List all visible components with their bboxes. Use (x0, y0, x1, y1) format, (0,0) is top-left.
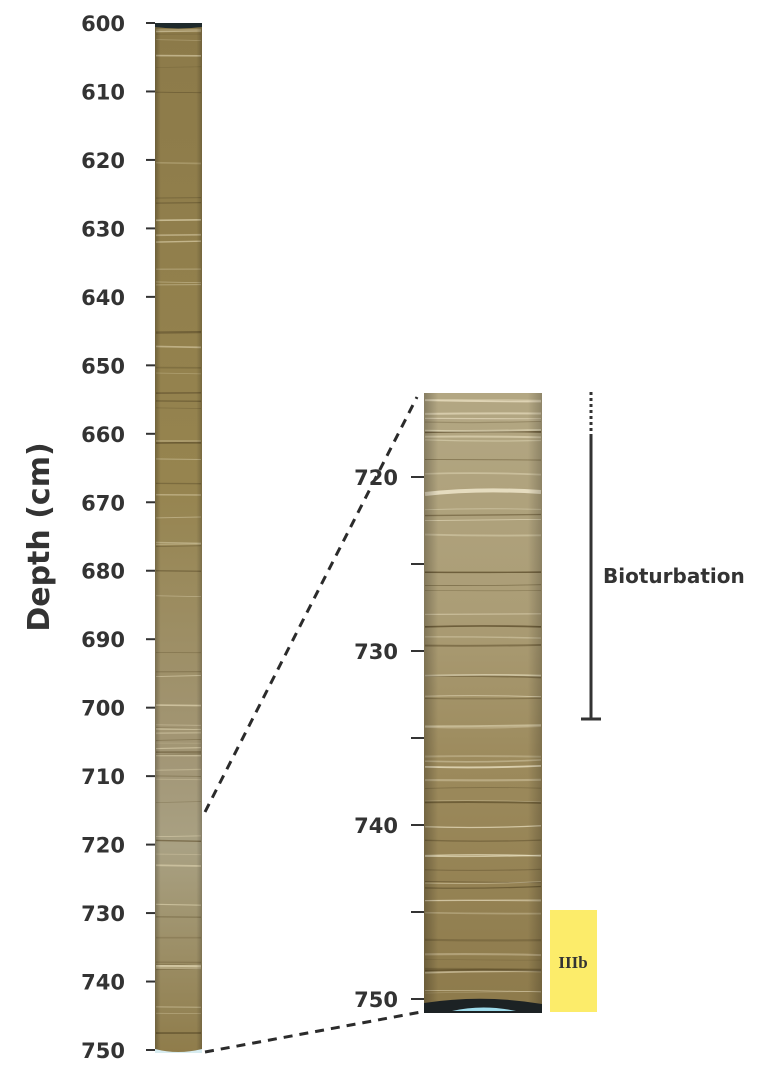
zoom-core-bottom-water (452, 1007, 516, 1011)
full-core-tick-label: 640 (81, 286, 125, 310)
full-core-tick-label: 740 (81, 971, 125, 995)
full-core-tick-label: 660 (81, 423, 125, 447)
full-core: 600 610 620 630 640 650 660 670 680 690 700 710 720 7… (81, 12, 202, 1063)
full-core-tick-label: 670 (81, 491, 125, 515)
zoom-core-bottom-cap (424, 998, 542, 1013)
connector-line-bottom (204, 1010, 422, 1054)
full-core-tick-label: 650 (81, 354, 125, 378)
zoom-core-tick-label: 740 (354, 814, 398, 838)
full-core-tick-label: 700 (81, 697, 125, 721)
bioturbation-label: Bioturbation (603, 564, 745, 588)
full-core-tick-label: 620 (81, 149, 125, 173)
axis-title: Depth (cm) (22, 442, 57, 631)
full-core-tick-label: 610 (81, 80, 125, 104)
full-core-tick-label: 710 (81, 765, 125, 789)
full-core-tick-label: 690 (81, 628, 125, 652)
full-core-tick-label: 680 (81, 560, 125, 584)
unit-iiib: IIIb (550, 910, 597, 1012)
unit-iiib-label: IIIb (558, 953, 587, 972)
unit-iiib-box (550, 910, 597, 1012)
zoom-core-tick-label: 720 (354, 466, 398, 490)
full-core-tick-label: 630 (81, 217, 125, 241)
full-core-tick-label: 730 (81, 902, 125, 926)
full-core-edge-shade (155, 23, 202, 1053)
zoom-core: 720 730 740 750 (354, 393, 542, 1013)
full-core-bottom-cap (155, 1049, 202, 1053)
connector-line-top (203, 396, 419, 813)
full-core-tick-label: 750 (81, 1039, 125, 1063)
zoom-core-tick-label: 730 (354, 640, 398, 664)
bioturbation-bracket: Bioturbation (581, 392, 745, 721)
full-core-tick-label: 600 (81, 12, 125, 36)
full-core-tick-label: 720 (81, 834, 125, 858)
full-core-top-cap (155, 23, 202, 29)
full-core-ticks: 600 610 620 630 640 650 660 670 680 690 700 710 720 7… (81, 12, 155, 1063)
zoom-core-edge-shade (424, 393, 542, 1013)
zoom-core-tick-label: 750 (354, 988, 398, 1012)
zoom-core-ticks: 720 730 740 750 (354, 466, 424, 1012)
